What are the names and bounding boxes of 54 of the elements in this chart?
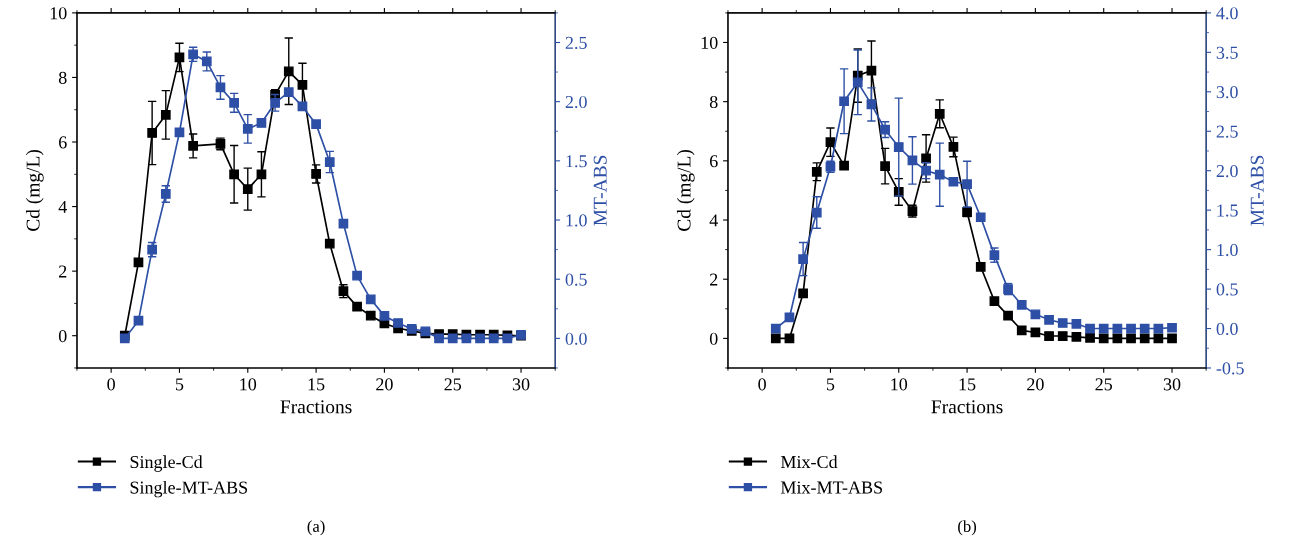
x-tick-label: 30 bbox=[1163, 378, 1181, 391]
y-tick-label: 6 bbox=[709, 155, 718, 168]
y2-tick-label: 3.5 bbox=[1216, 46, 1238, 59]
x-axis-title: Fractions bbox=[280, 400, 352, 414]
y-tick-label: 10 bbox=[50, 7, 67, 20]
y-tick-label: 4 bbox=[709, 214, 718, 227]
legend-label: Single-MT-ABS bbox=[130, 480, 248, 498]
x-tick-label: 10 bbox=[891, 378, 908, 391]
x-tick-label: 25 bbox=[1095, 378, 1113, 391]
y-tick-label: 10 bbox=[701, 36, 718, 49]
x-tick-label: 10 bbox=[240, 378, 257, 391]
x-tick-label: 15 bbox=[308, 378, 325, 391]
y2-tick-label: 2.0 bbox=[1216, 164, 1238, 178]
text: (a) bbox=[307, 520, 325, 536]
legend-label: Mix-MT-ABS bbox=[780, 481, 882, 494]
y2-tick-label: 1.5 bbox=[1217, 204, 1238, 217]
y-tick-label: 2 bbox=[59, 265, 67, 278]
y2-tick-label: 3.0 bbox=[1216, 86, 1238, 99]
x-tick-label: 30 bbox=[512, 378, 530, 391]
x-tick-label: 0 bbox=[758, 378, 766, 391]
y2-tick-label: 1.0 bbox=[566, 214, 587, 227]
y2-tick-label: 0.5 bbox=[1216, 283, 1238, 296]
x-axis-title: Fractions bbox=[931, 400, 1003, 414]
x-tick-label: 20 bbox=[376, 378, 393, 391]
x-tick-label: 5 bbox=[175, 378, 184, 391]
y-tick-label: 8 bbox=[709, 95, 718, 109]
y-tick-label: 0 bbox=[709, 332, 718, 345]
y-tick-label: 2 bbox=[710, 273, 718, 286]
x-tick-label: 20 bbox=[1027, 378, 1044, 391]
y2-tick-label: 4.0 bbox=[1216, 7, 1238, 20]
y2-tick-label: 0.5 bbox=[565, 273, 587, 286]
y2-tick-label: 2.5 bbox=[1216, 125, 1238, 138]
y2-tick-label: 1.5 bbox=[566, 155, 587, 168]
y-axis-title: Cd (mg/L) bbox=[25, 149, 44, 231]
y2-tick-label: 2.0 bbox=[565, 95, 587, 109]
y-tick-label: 4 bbox=[58, 200, 67, 213]
y-tick-label: 6 bbox=[59, 136, 67, 149]
y-axis-title: Cd (mg/L) bbox=[676, 149, 695, 231]
y2-tick-label: 0.0 bbox=[565, 332, 587, 345]
x-tick-label: 25 bbox=[444, 378, 462, 391]
y2-tick-label: 0.0 bbox=[1216, 322, 1238, 336]
x-tick-label: 5 bbox=[826, 378, 835, 391]
y2-axis-title: MT-ABS bbox=[1250, 155, 1264, 226]
y2-tick-label: 1.0 bbox=[1217, 243, 1238, 257]
text: (b) bbox=[958, 520, 977, 536]
legend-label: Mix-Cd bbox=[780, 455, 838, 469]
y2-axis-title: MT-ABS bbox=[593, 155, 607, 226]
x-tick-label: 0 bbox=[107, 378, 115, 391]
x-tick-label: 15 bbox=[959, 378, 976, 391]
legend-label: Single-Cd bbox=[130, 455, 203, 472]
y-tick-label: 8 bbox=[58, 71, 67, 84]
y2-tick-label: -0.5 bbox=[1216, 362, 1244, 375]
y2-tick-label: 2.5 bbox=[565, 36, 587, 49]
y-tick-label: 0 bbox=[58, 329, 67, 343]
